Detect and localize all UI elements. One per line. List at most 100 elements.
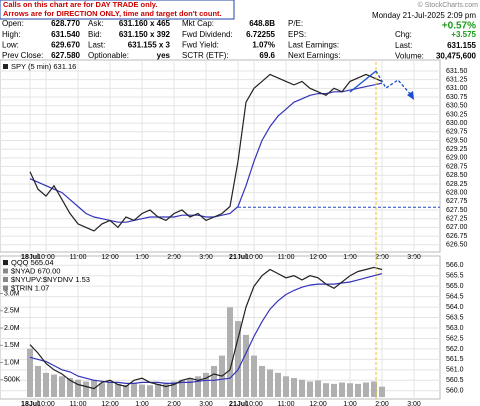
arrow-head <box>407 91 414 100</box>
field-label: Ask: <box>88 19 104 28</box>
legend-entry: $TRIN 1.07 <box>11 283 49 292</box>
x-tick-label: 11:00 <box>278 401 295 406</box>
watermark: © StockCharts.com <box>418 1 479 9</box>
y-tick-label: 565.0 <box>446 283 464 290</box>
field-value: 631.155 <box>447 41 476 50</box>
notice-line: Calls on this chart are for DAY TRADE on… <box>3 0 157 9</box>
field-label: Chg: <box>395 30 412 39</box>
y-tick-label: 626.50 <box>446 242 468 249</box>
field-label: Mkt Cap: <box>182 19 214 28</box>
volume-bar <box>51 374 57 397</box>
y-tick-label: 562.0 <box>446 346 464 353</box>
x-tick-label: 1:00 <box>343 401 357 406</box>
field-value: 629.670 <box>51 41 80 50</box>
field-label: Open: <box>2 19 24 28</box>
volume-bar <box>83 381 89 397</box>
field-label: Last Earnings: <box>288 41 339 50</box>
y-tick-label: 561.0 <box>446 367 464 374</box>
volume-bar <box>107 382 113 397</box>
volume-bar <box>243 334 249 397</box>
field-value: 69.6 <box>259 51 275 60</box>
volume-bar <box>371 381 377 397</box>
volume-tick-label: 500K <box>4 377 21 384</box>
y-tick-label: 628.00 <box>446 189 468 196</box>
direction-arrow <box>375 70 413 97</box>
legend-swatch <box>3 277 8 282</box>
legend-swatch <box>3 260 8 265</box>
field-label: SCTR (ETF): <box>182 51 229 60</box>
series-line <box>29 266 383 390</box>
volume-bar <box>227 307 233 397</box>
y-tick-label: 565.5 <box>446 273 464 280</box>
volume-bar <box>59 376 65 397</box>
legend-entry: QQQ 565.04 <box>11 258 54 267</box>
y-tick-label: 560.0 <box>446 388 464 395</box>
y-tick-label: 630.25 <box>446 111 468 118</box>
legend-swatch <box>3 268 8 274</box>
field-label: Fwd Dividend: <box>182 30 233 39</box>
x-tick-label: 10:00 <box>37 401 55 406</box>
volume-bar <box>99 383 105 397</box>
y-tick-label: 631.25 <box>446 76 468 83</box>
volume-bar <box>75 379 81 397</box>
volume-bar <box>307 381 313 397</box>
field-label: Last: <box>395 41 412 50</box>
field-label: Fwd Yield: <box>182 41 219 50</box>
volume-bar <box>155 383 161 397</box>
y-tick-label: 627.25 <box>446 216 468 223</box>
x-tick-label: 12:00 <box>309 401 327 406</box>
field-label: P/E: <box>288 19 303 28</box>
volume-bar <box>123 384 129 397</box>
series-line <box>29 73 383 232</box>
y-tick-label: 563.5 <box>446 314 464 321</box>
field-label: Low: <box>2 41 19 50</box>
legend-swatch <box>3 64 8 69</box>
volume-bar <box>339 382 345 397</box>
y-tick-label: 564.0 <box>446 304 464 311</box>
field-label: Prev Close: <box>2 51 43 60</box>
y-tick-label: 630.75 <box>446 94 468 101</box>
field-value: 628.770 <box>51 19 80 28</box>
volume-bar <box>67 378 73 397</box>
x-tick-label: 21Jul <box>229 401 247 406</box>
volume-bar <box>363 382 369 397</box>
field-value: 631.540 <box>51 30 80 39</box>
volume-bar <box>267 369 273 397</box>
volume-bar <box>131 383 137 397</box>
field-value: 631.160 x 465 <box>119 19 171 28</box>
notice-line: Arrows are for DIRECTION ONLY, time and … <box>3 9 222 18</box>
y-tick-label: 631.00 <box>446 85 468 92</box>
legend-entry: SPY (5 min) 631.16 <box>11 62 76 71</box>
volume-bar <box>347 383 353 397</box>
change-pct: +0.57% <box>442 21 476 32</box>
field-label: Bid: <box>88 30 102 39</box>
volume-bar <box>179 379 185 397</box>
field-value: 6.72255 <box>246 30 275 39</box>
y-tick-label: 627.75 <box>446 198 468 205</box>
field-label: Optionable: <box>88 51 129 60</box>
x-tick-label: 18Jul <box>21 401 39 406</box>
volume-bar <box>163 382 169 397</box>
y-tick-label: 629.25 <box>446 146 468 153</box>
volume-bar <box>203 372 209 397</box>
y-tick-label: 562.5 <box>446 335 464 342</box>
volume-bar <box>299 379 305 397</box>
y-tick-label: 566.0 <box>446 262 464 269</box>
volume-bar <box>171 381 177 397</box>
volume-tick-label: 2.5M <box>4 308 20 315</box>
volume-bar <box>259 365 265 397</box>
volume-bar <box>43 372 49 397</box>
volume-bar <box>147 385 153 397</box>
y-tick-label: 626.75 <box>446 233 468 240</box>
y-tick-label: 628.50 <box>446 172 468 179</box>
y-tick-label: 560.5 <box>446 377 464 384</box>
volume-tick-label: 3.0M <box>4 290 20 297</box>
volume-bar <box>315 380 321 397</box>
volume-bar <box>291 378 297 397</box>
volume-bar <box>195 376 201 397</box>
volume-tick-label: 1.5M <box>4 342 20 349</box>
y-tick-label: 628.75 <box>446 163 468 170</box>
y-tick-label: 631.50 <box>446 68 468 75</box>
